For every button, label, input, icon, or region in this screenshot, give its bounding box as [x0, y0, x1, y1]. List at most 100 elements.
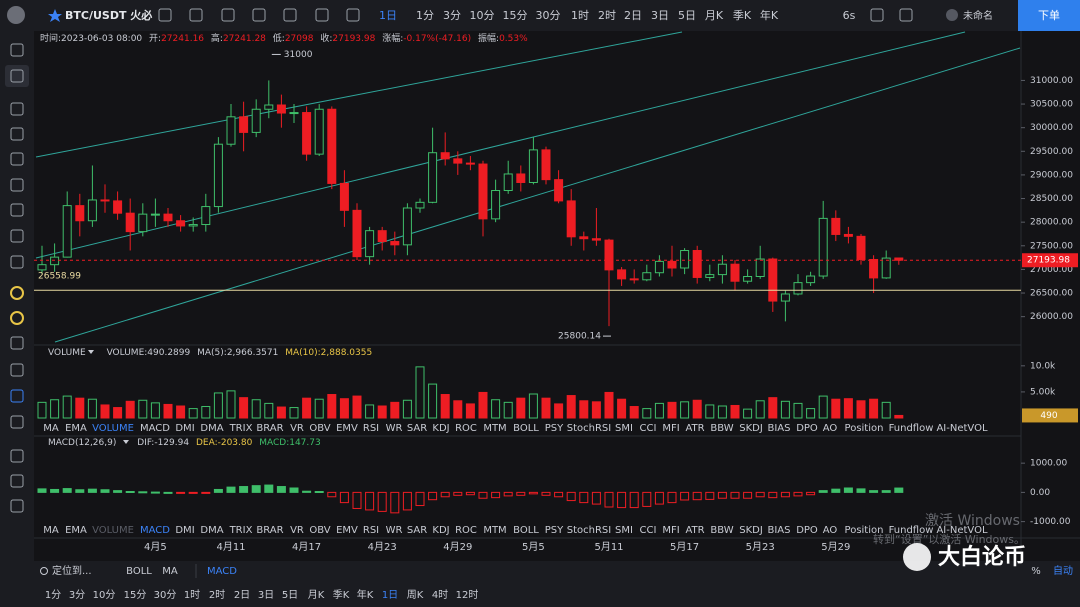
- indicator-tab[interactable]: BIAS: [768, 423, 791, 434]
- tool-icon[interactable]: [10, 336, 24, 350]
- indicator-tab[interactable]: OBV: [309, 525, 330, 536]
- indicator-tab[interactable]: CCI: [640, 423, 657, 434]
- indicator-tab[interactable]: OBV: [309, 423, 330, 434]
- indicator-tab[interactable]: DMI: [175, 525, 194, 536]
- indicator-name[interactable]: MACD(12,26,9): [48, 438, 116, 448]
- bottom-tab[interactable]: BOLL: [126, 566, 152, 577]
- indicator-tab[interactable]: WR: [386, 525, 403, 536]
- interval-button[interactable]: 月K: [705, 9, 724, 22]
- indicator-tab[interactable]: PSY: [545, 525, 564, 536]
- indicator-tab[interactable]: Fundflow: [889, 525, 934, 536]
- interval-button[interactable]: 年K: [760, 8, 779, 22]
- indicator-tab[interactable]: DMA: [200, 423, 223, 434]
- layout-name[interactable]: 未命名: [963, 9, 993, 22]
- indicator-tab[interactable]: BIAS: [768, 525, 791, 536]
- indicator-tab[interactable]: ATR: [685, 423, 704, 434]
- bottom-interval[interactable]: 周K: [407, 589, 424, 601]
- interval-button[interactable]: 3日: [651, 9, 669, 22]
- indicator-tab[interactable]: TRIX: [229, 525, 253, 536]
- indicator-tab[interactable]: KDJ: [432, 423, 449, 434]
- indicator-tab[interactable]: Position: [845, 423, 884, 434]
- tool-icon[interactable]: [870, 8, 884, 22]
- interval-button[interactable]: 2日: [624, 9, 642, 22]
- order-button-label[interactable]: 下单: [1038, 9, 1060, 22]
- bottom-interval[interactable]: 年K: [357, 588, 374, 601]
- bottom-tab[interactable]: MA: [162, 566, 178, 577]
- tool-icon[interactable]: [10, 311, 24, 325]
- indicator-tab[interactable]: MTM: [483, 423, 506, 434]
- indicator-tab[interactable]: MACD: [140, 525, 170, 536]
- bottom-interval[interactable]: 15分: [124, 589, 147, 601]
- interval-button[interactable]: 5日: [678, 9, 696, 22]
- indicator-tab[interactable]: SAR: [407, 423, 427, 434]
- tool-icon[interactable]: [10, 474, 24, 488]
- indicator-tab[interactable]: EMA: [65, 525, 87, 536]
- tool-icon[interactable]: [221, 8, 235, 22]
- indicator-tab[interactable]: MACD: [140, 423, 170, 434]
- indicator-tab[interactable]: MA: [43, 525, 59, 536]
- tool-icon[interactable]: [10, 229, 24, 243]
- tool-icon[interactable]: [10, 127, 24, 141]
- locate-icon[interactable]: [40, 567, 48, 575]
- locate-button[interactable]: 定位到...: [52, 564, 92, 577]
- indicator-tab[interactable]: SMI: [615, 423, 633, 434]
- dropdown-arrow[interactable]: [123, 440, 129, 444]
- logo[interactable]: [7, 6, 25, 24]
- indicator-tab[interactable]: MFI: [662, 423, 679, 434]
- indicator-tab[interactable]: CCI: [640, 525, 657, 536]
- interval-button[interactable]: 15分: [503, 9, 528, 22]
- tool-icon[interactable]: [10, 363, 24, 377]
- indicator-tab[interactable]: ROC: [455, 423, 477, 434]
- tool-icon[interactable]: [10, 203, 24, 217]
- indicator-tab[interactable]: AO: [823, 423, 838, 434]
- tool-icon[interactable]: [10, 389, 24, 403]
- interval-button[interactable]: 1日: [379, 9, 397, 22]
- indicator-tab[interactable]: PSY: [545, 423, 564, 434]
- indicator-tab[interactable]: VR: [290, 423, 304, 434]
- bottom-interval[interactable]: 3分: [69, 589, 85, 601]
- indicator-tab[interactable]: BBW: [710, 423, 733, 434]
- indicator-tab[interactable]: WR: [386, 423, 403, 434]
- indicator-tab[interactable]: MTM: [483, 525, 506, 536]
- indicator-tab[interactable]: SMI: [615, 525, 633, 536]
- indicator-tab[interactable]: BRAR: [256, 423, 283, 434]
- indicator-tab[interactable]: AI-NetVOL: [936, 525, 987, 536]
- indicator-tab[interactable]: ROC: [455, 525, 477, 536]
- favorite-star[interactable]: [48, 9, 62, 22]
- symbol[interactable]: BTC/USDT 火必: [65, 8, 152, 22]
- avatar[interactable]: [946, 9, 958, 21]
- bottom-interval[interactable]: 4时: [432, 589, 448, 601]
- order-button[interactable]: [1018, 0, 1080, 31]
- bottom-interval[interactable]: 2时: [209, 589, 225, 601]
- interval-button[interactable]: 1时: [571, 9, 589, 22]
- bottom-interval[interactable]: 12时: [456, 589, 479, 601]
- percent-toggle[interactable]: %: [1031, 566, 1041, 577]
- indicator-tab[interactable]: EMA: [65, 423, 87, 434]
- tool-icon[interactable]: [189, 8, 203, 22]
- auto-toggle[interactable]: 自动: [1053, 564, 1073, 577]
- bottom-interval[interactable]: 5日: [282, 590, 298, 601]
- tool-icon[interactable]: [10, 415, 24, 429]
- bottom-tab[interactable]: MACD: [207, 566, 237, 577]
- indicator-tab[interactable]: BRAR: [256, 525, 283, 536]
- indicator-tab[interactable]: SAR: [407, 525, 427, 536]
- bottom-interval[interactable]: 季K: [333, 589, 350, 601]
- indicator-tab[interactable]: SKDJ: [739, 423, 763, 434]
- indicator-tab[interactable]: VR: [290, 525, 304, 536]
- indicator-tab[interactable]: ATR: [685, 525, 704, 536]
- bottom-interval[interactable]: 30分: [154, 589, 177, 601]
- bottom-interval[interactable]: 3日: [258, 590, 274, 601]
- indicator-tab[interactable]: BOLL: [513, 423, 539, 434]
- bottom-interval[interactable]: 1时: [184, 589, 200, 601]
- tool-icon[interactable]: [10, 69, 24, 83]
- tool-icon[interactable]: [10, 255, 24, 269]
- indicator-name[interactable]: VOLUME: [48, 348, 86, 358]
- indicator-tab[interactable]: MA: [43, 423, 59, 434]
- indicator-tab[interactable]: RSI: [363, 423, 379, 434]
- indicator-tab[interactable]: RSI: [363, 525, 379, 536]
- indicator-tab[interactable]: MFI: [662, 525, 679, 536]
- indicator-tab[interactable]: KDJ: [432, 525, 449, 536]
- interval-button[interactable]: 10分: [470, 9, 495, 22]
- interval-button[interactable]: 30分: [536, 9, 561, 22]
- interval-button[interactable]: 1分: [416, 9, 434, 22]
